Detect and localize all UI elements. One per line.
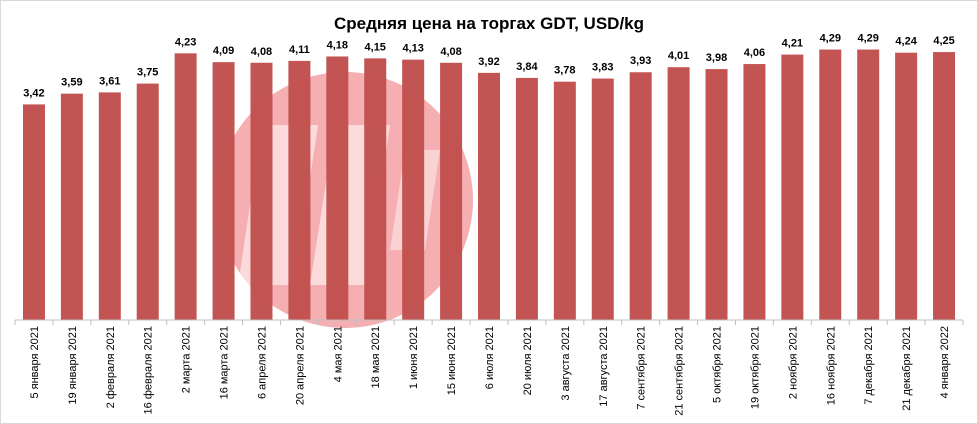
value-label: 3,75 xyxy=(137,67,158,79)
bar xyxy=(364,58,387,321)
category-label: 20 июля 2021 xyxy=(522,326,534,395)
value-label: 4,13 xyxy=(402,43,423,55)
value-label: 4,23 xyxy=(175,36,196,48)
category-label: 2 ноября 2021 xyxy=(787,326,799,399)
bar xyxy=(174,53,197,320)
bar xyxy=(667,67,690,320)
bar xyxy=(553,81,576,320)
bar xyxy=(250,62,273,320)
value-label: 4,11 xyxy=(289,44,310,56)
bar xyxy=(705,69,728,320)
bar xyxy=(402,59,425,320)
value-label: 4,01 xyxy=(668,50,689,62)
category-label: 20 апреля 2021 xyxy=(294,326,306,405)
category-label: 4 мая 2021 xyxy=(332,326,344,382)
bar xyxy=(591,78,614,320)
bar xyxy=(819,49,842,320)
category-label: 17 августа 2021 xyxy=(598,326,610,407)
category-label: 2 марта 2021 xyxy=(181,326,193,393)
value-label: 3,83 xyxy=(592,62,613,74)
bar xyxy=(136,83,159,320)
category-label: 19 января 2021 xyxy=(67,326,79,405)
value-label: 3,61 xyxy=(99,75,120,87)
category-label: 18 мая 2021 xyxy=(370,326,382,388)
value-label: 4,09 xyxy=(213,45,234,57)
value-label: 4,21 xyxy=(782,38,803,50)
category-label: 5 октября 2021 xyxy=(712,326,724,403)
bar xyxy=(515,77,538,320)
category-label: 2 февраля 2021 xyxy=(105,326,117,408)
value-label: 4,08 xyxy=(251,46,272,58)
bar xyxy=(857,49,880,320)
value-label: 4,25 xyxy=(933,35,954,47)
value-label: 3,42 xyxy=(23,87,44,99)
bar xyxy=(629,72,652,321)
value-label: 4,29 xyxy=(857,33,878,45)
category-labels: 5 января 2021 19 января 2021 2 февраля 202… xyxy=(29,326,951,416)
category-label: 21 сентября 2021 xyxy=(674,326,686,416)
value-label: 3,93 xyxy=(630,55,651,67)
value-label: 4,18 xyxy=(327,39,348,51)
category-label: 7 сентября 2021 xyxy=(636,326,648,410)
category-label: 21 декабря 2021 xyxy=(901,326,913,411)
bar xyxy=(60,93,83,320)
bar xyxy=(22,104,45,320)
category-label: 6 июля 2021 xyxy=(484,326,496,389)
category-label: 19 октября 2021 xyxy=(749,326,761,409)
category-label: 5 января 2021 xyxy=(29,326,41,399)
value-label: 3,78 xyxy=(554,65,575,77)
category-label: 16 ноября 2021 xyxy=(825,326,837,405)
category-label: 6 апреля 2021 xyxy=(256,326,268,399)
bar xyxy=(288,60,311,320)
category-label: 7 декабря 2021 xyxy=(863,326,875,405)
value-label: 4,24 xyxy=(895,36,917,48)
category-label: 1 июня 2021 xyxy=(408,326,420,389)
bars xyxy=(22,49,956,321)
chart-title: Средняя цена на торгах GDT, USD/kg xyxy=(333,14,645,33)
bar xyxy=(326,56,349,320)
category-label: 16 февраля 2021 xyxy=(143,326,155,414)
bar xyxy=(478,72,500,321)
bar xyxy=(743,64,766,320)
value-label: 4,08 xyxy=(440,46,461,58)
value-label: 3,59 xyxy=(61,77,82,89)
category-label: 3 августа 2021 xyxy=(560,326,572,401)
category-label: 15 июня 2021 xyxy=(446,326,458,395)
category-label: 4 января 2022 xyxy=(939,326,951,399)
value-label: 4,15 xyxy=(365,41,386,53)
bar xyxy=(212,62,235,321)
bar xyxy=(933,52,956,320)
bar xyxy=(98,92,121,320)
value-label: 3,98 xyxy=(706,52,727,64)
x-axis xyxy=(14,319,964,325)
value-label: 4,29 xyxy=(820,33,841,45)
value-label: 4,06 xyxy=(744,47,765,59)
category-label: 16 марта 2021 xyxy=(219,326,231,399)
bar xyxy=(781,54,804,321)
bar xyxy=(895,52,918,320)
value-label: 3,92 xyxy=(478,56,499,68)
value-labels: 3,42 3,59 3,61 3,75 4,23 4,09 4,08 4,11 4,18 4,15… xyxy=(23,33,955,100)
value-label: 3,84 xyxy=(516,61,538,73)
bar xyxy=(440,62,463,320)
